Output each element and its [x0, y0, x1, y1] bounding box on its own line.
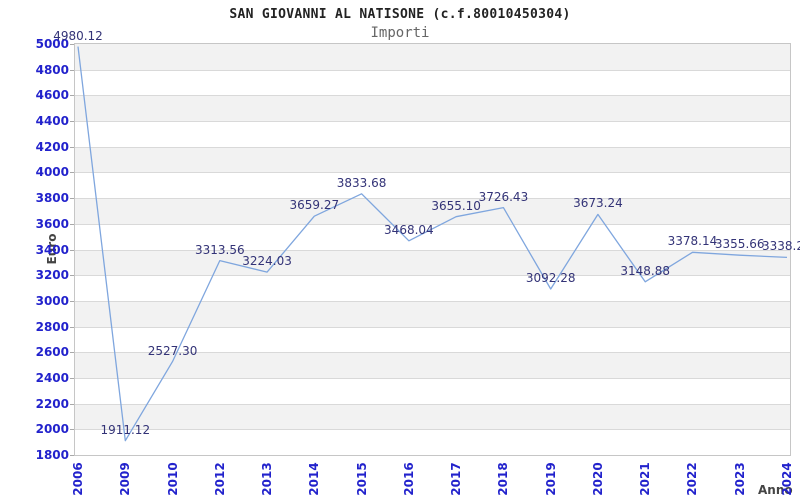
y-axis-tick-mark [70, 403, 75, 405]
grid-band [75, 352, 790, 378]
x-tick-label: 2020 [590, 462, 605, 496]
x-tick-label: 2016 [401, 462, 416, 496]
x-tick-label: 2015 [354, 462, 369, 496]
y-axis-tick-mark [70, 198, 75, 200]
x-tick-label: 2022 [685, 462, 700, 496]
gridline [75, 326, 790, 328]
point-label: 3468.04 [384, 222, 434, 237]
y-axis-tick-mark [70, 69, 75, 71]
y-tick-label: 4400 [35, 114, 69, 129]
y-tick-label: 2200 [35, 396, 69, 411]
point-label: 3673.24 [573, 196, 623, 211]
y-tick-label: 3600 [35, 216, 69, 231]
x-tick-label: 2024 [780, 462, 794, 496]
gridline [75, 146, 790, 148]
y-tick-label: 3000 [35, 293, 69, 308]
x-tick-label: 2019 [543, 462, 558, 496]
y-tick-label: 3800 [35, 191, 69, 206]
grid-band [75, 44, 790, 70]
point-label: 2527.30 [147, 343, 198, 358]
y-tick-label: 2000 [35, 422, 69, 437]
y-axis-tick-mark [70, 95, 75, 97]
series-line [77, 46, 788, 442]
grid-band [75, 249, 790, 276]
y-axis-tick-mark [70, 377, 75, 379]
y-axis-tick-mark [70, 275, 75, 277]
y-tick-label: 3200 [35, 268, 69, 283]
point-label: 3148.88 [620, 263, 670, 278]
grid-band [75, 146, 790, 173]
point-label: 3338.2 [762, 239, 800, 254]
point-label: 3313.56 [194, 242, 245, 257]
y-axis-tick-mark [70, 429, 75, 431]
gridline [75, 300, 790, 302]
y-tick-label: 4600 [35, 88, 69, 103]
gridline [75, 69, 790, 71]
chart-title: SAN GIOVANNI AL NATISONE (c.f.8001045030… [229, 7, 571, 22]
x-tick-label: 2012 [212, 462, 227, 496]
gridline [75, 249, 790, 251]
point-label: 3726.43 [478, 189, 529, 204]
y-tick-label: 2600 [35, 345, 69, 360]
x-tick-label: 2018 [496, 462, 511, 496]
gridline [75, 172, 790, 174]
point-label: 3092.28 [525, 271, 576, 286]
y-tick-label: 4800 [35, 62, 69, 77]
gridline [75, 377, 790, 379]
y-tick-label: 4200 [35, 139, 69, 154]
y-axis-tick-mark [70, 249, 75, 251]
x-tick-label: 2010 [165, 462, 180, 496]
point-label: 3833.68 [336, 175, 387, 190]
gridline [75, 121, 790, 123]
gridline [75, 95, 790, 97]
y-tick-label: 2400 [35, 370, 69, 385]
grid-band [75, 300, 790, 327]
y-axis-tick-mark [70, 172, 75, 174]
y-axis-tick-mark [70, 44, 75, 45]
gridline [75, 403, 790, 405]
gridline [75, 352, 790, 354]
grid-band [75, 403, 790, 430]
x-axis-title: Anno [758, 483, 793, 497]
gridline [75, 429, 790, 431]
y-axis-tick-mark [70, 121, 75, 123]
y-tick-label: 1800 [35, 448, 69, 462]
y-tick-label: 5000 [35, 37, 69, 51]
point-label: 3224.03 [242, 254, 292, 269]
x-tick-label: 2021 [638, 462, 653, 496]
x-tick-label: 2013 [260, 462, 275, 496]
point-label: 3655.10 [431, 198, 481, 213]
x-tick-label: 2023 [732, 462, 747, 496]
y-axis-tick-mark [70, 146, 75, 148]
point-label: 1911.12 [100, 422, 151, 437]
chart-subtitle: Importi [370, 25, 430, 41]
y-tick-label: 4000 [35, 165, 69, 180]
point-label: 3355.66 [714, 237, 765, 252]
gridline [75, 223, 790, 225]
point-label: 3659.27 [289, 198, 340, 213]
grid-band [75, 198, 790, 224]
x-tick-label: 2017 [449, 462, 464, 496]
gridline [75, 275, 790, 277]
x-tick-label: 2009 [118, 462, 133, 496]
grid-band [75, 95, 790, 122]
y-axis-tick-mark [70, 352, 75, 354]
y-tick-label: 3400 [35, 242, 69, 257]
y-axis-tick-mark [70, 326, 75, 328]
y-axis-tick-mark [70, 455, 75, 456]
gridline [75, 198, 790, 200]
point-label: 4980.12 [53, 28, 103, 43]
y-axis-tick-mark [70, 223, 75, 225]
y-tick-label: 2800 [35, 319, 69, 334]
point-label: 3378.14 [667, 234, 718, 249]
x-tick-label: 2014 [307, 462, 322, 496]
x-tick-label: 2006 [71, 462, 85, 496]
plot-area [74, 43, 791, 456]
y-axis-tick-mark [70, 300, 75, 302]
